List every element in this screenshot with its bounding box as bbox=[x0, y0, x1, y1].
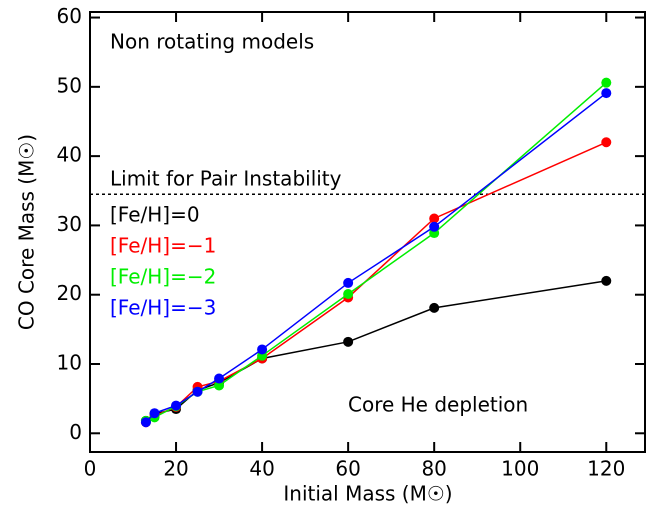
data-point bbox=[257, 344, 268, 355]
y-tick-label: 40 bbox=[57, 143, 82, 167]
annotation: Non rotating models bbox=[110, 30, 314, 54]
data-point bbox=[601, 137, 612, 148]
data-point bbox=[601, 88, 612, 99]
x-tick-label: 60 bbox=[335, 457, 360, 481]
x-tick-label: 120 bbox=[587, 457, 625, 481]
y-axis-label: CO Core Mass (M☉) bbox=[15, 134, 39, 330]
y-tick-label: 0 bbox=[69, 420, 82, 444]
data-point bbox=[149, 408, 160, 419]
y-tick-label: 30 bbox=[57, 212, 82, 236]
data-point bbox=[343, 336, 354, 347]
data-point bbox=[601, 77, 612, 88]
data-point bbox=[192, 386, 203, 397]
y-tick-label: 60 bbox=[57, 4, 82, 28]
data-point bbox=[343, 277, 354, 288]
data-point bbox=[214, 373, 225, 384]
legend-entry: [Fe/H]=−2 bbox=[110, 265, 216, 289]
legend-entry: [Fe/H]=−3 bbox=[110, 296, 216, 320]
x-tick-label: 20 bbox=[163, 457, 188, 481]
data-point bbox=[429, 213, 440, 224]
annotation: Core He depletion bbox=[348, 393, 528, 417]
data-point bbox=[214, 380, 225, 391]
x-tick-label: 40 bbox=[249, 457, 274, 481]
data-point bbox=[343, 289, 354, 300]
y-tick-label: 20 bbox=[57, 281, 82, 305]
y-tick-label: 50 bbox=[57, 73, 82, 97]
y-tick-label: 10 bbox=[57, 351, 82, 375]
data-point bbox=[171, 400, 182, 411]
data-point bbox=[601, 275, 612, 286]
legend-entry: [Fe/H]=−1 bbox=[110, 234, 216, 258]
data-point bbox=[429, 221, 440, 232]
x-axis-label: Initial Mass (M☉) bbox=[283, 482, 452, 506]
data-point bbox=[429, 302, 440, 313]
hline-label: Limit for Pair Instability bbox=[110, 167, 342, 191]
x-tick-label: 100 bbox=[501, 457, 539, 481]
x-tick-label: 80 bbox=[421, 457, 446, 481]
plot-frame bbox=[89, 11, 646, 453]
x-tick-label: 0 bbox=[84, 457, 97, 481]
legend-entry: [Fe/H]=0 bbox=[110, 203, 200, 227]
data-point bbox=[140, 417, 151, 428]
